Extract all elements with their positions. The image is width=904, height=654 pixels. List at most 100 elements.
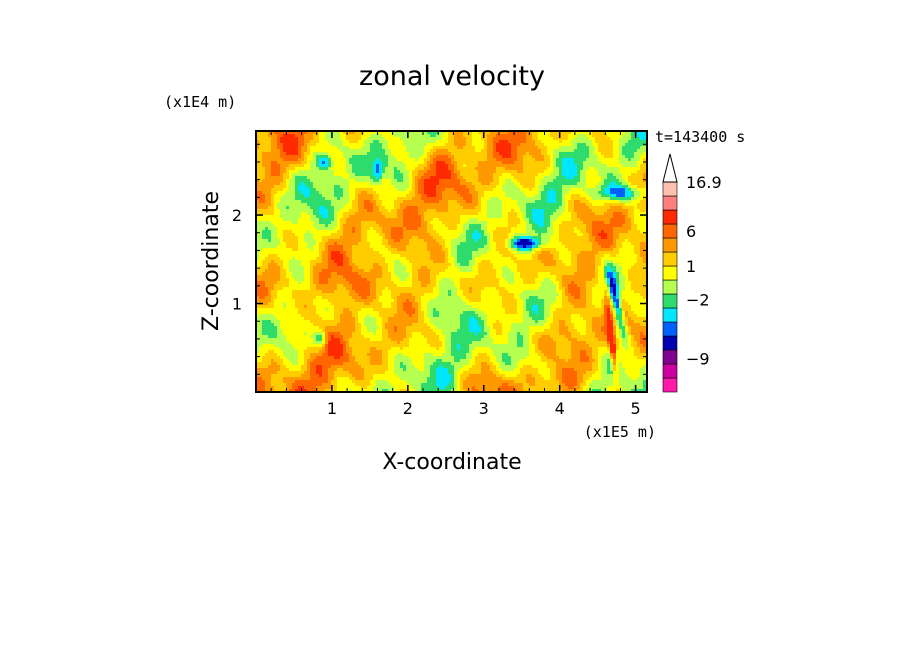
field-cell: [487, 143, 491, 147]
field-cell: [577, 140, 581, 144]
field-cell: [550, 140, 554, 144]
field-cell: [340, 185, 344, 189]
field-cell: [424, 155, 428, 159]
field-cell: [580, 137, 584, 141]
field-cell: [316, 140, 320, 144]
field-cell: [463, 173, 467, 177]
field-cell: [553, 164, 557, 168]
field-cell: [598, 143, 602, 147]
field-cell: [499, 131, 503, 135]
field-cell: [379, 158, 383, 162]
field-cell: [460, 185, 464, 189]
field-cell: [277, 140, 281, 144]
field-cell: [427, 170, 431, 174]
field-cell: [355, 143, 359, 147]
field-cell: [400, 194, 404, 198]
field-cell: [625, 152, 629, 156]
field-cell: [352, 188, 356, 192]
field-cell: [487, 191, 491, 195]
field-cell: [619, 185, 623, 189]
field-cell: [553, 134, 557, 138]
field-cell: [469, 149, 473, 153]
field-cell: [502, 155, 506, 159]
field-cell: [457, 164, 461, 168]
field-cell: [337, 137, 341, 141]
field-cell: [439, 179, 443, 183]
field-cell: [610, 173, 614, 177]
field-cell: [301, 173, 305, 177]
field-cell: [289, 161, 293, 165]
field-cell: [604, 131, 608, 135]
field-cell: [370, 134, 374, 138]
field-cell: [526, 161, 530, 165]
field-cell: [475, 131, 479, 135]
field-cell: [277, 170, 281, 174]
field-cell: [586, 182, 590, 186]
field-cell: [478, 170, 482, 174]
field-cell: [295, 146, 299, 150]
field-cell: [292, 170, 296, 174]
field-cell: [259, 191, 263, 195]
field-cell: [400, 191, 404, 195]
field-cell: [508, 191, 512, 195]
field-cell: [289, 146, 293, 150]
field-cell: [322, 167, 326, 171]
field-cell: [574, 137, 578, 141]
field-cell: [301, 137, 305, 141]
field-cell: [580, 173, 584, 177]
field-cell: [412, 185, 416, 189]
field-cell: [493, 134, 497, 138]
field-cell: [496, 167, 500, 171]
field-cell: [322, 134, 326, 138]
field-cell: [613, 146, 617, 150]
field-cell: [553, 131, 557, 135]
field-cell: [637, 182, 641, 186]
field-cell: [643, 164, 647, 168]
field-cell: [427, 143, 431, 147]
field-cell: [352, 164, 356, 168]
field-cell: [382, 194, 386, 198]
field-cell: [499, 164, 503, 168]
field-cell: [631, 131, 635, 135]
field-cell: [352, 182, 356, 186]
field-cell: [313, 158, 317, 162]
field-cell: [433, 152, 437, 156]
field-cell: [481, 179, 485, 183]
field-cell: [391, 143, 395, 147]
field-cell: [553, 161, 557, 165]
field-cell: [637, 146, 641, 150]
field-cell: [385, 140, 389, 144]
field-cell: [493, 179, 497, 183]
field-cell: [547, 194, 551, 198]
field-cell: [439, 173, 443, 177]
field-cell: [451, 179, 455, 183]
field-cell: [538, 134, 542, 138]
field-cell: [505, 158, 509, 162]
field-cell: [475, 188, 479, 192]
field-cell: [457, 176, 461, 180]
field-cell: [610, 146, 614, 150]
field-cell: [283, 173, 287, 177]
field-cell: [520, 182, 524, 186]
field-cell: [502, 137, 506, 141]
field-cell: [460, 176, 464, 180]
field-cell: [310, 131, 314, 135]
field-cell: [274, 152, 278, 156]
field-cell: [538, 164, 542, 168]
field-cell: [481, 134, 485, 138]
field-cell: [502, 164, 506, 168]
field-cell: [334, 161, 338, 165]
field-cell: [508, 179, 512, 183]
field-cell: [442, 152, 446, 156]
field-cell: [289, 143, 293, 147]
field-cell: [349, 164, 353, 168]
field-cell: [601, 182, 605, 186]
field-cell: [517, 131, 521, 135]
field-cell: [628, 167, 632, 171]
field-cell: [397, 140, 401, 144]
field-cell: [607, 146, 611, 150]
field-cell: [478, 143, 482, 147]
field-cell: [424, 158, 428, 162]
field-cell: [295, 185, 299, 189]
field-cell: [265, 194, 269, 198]
